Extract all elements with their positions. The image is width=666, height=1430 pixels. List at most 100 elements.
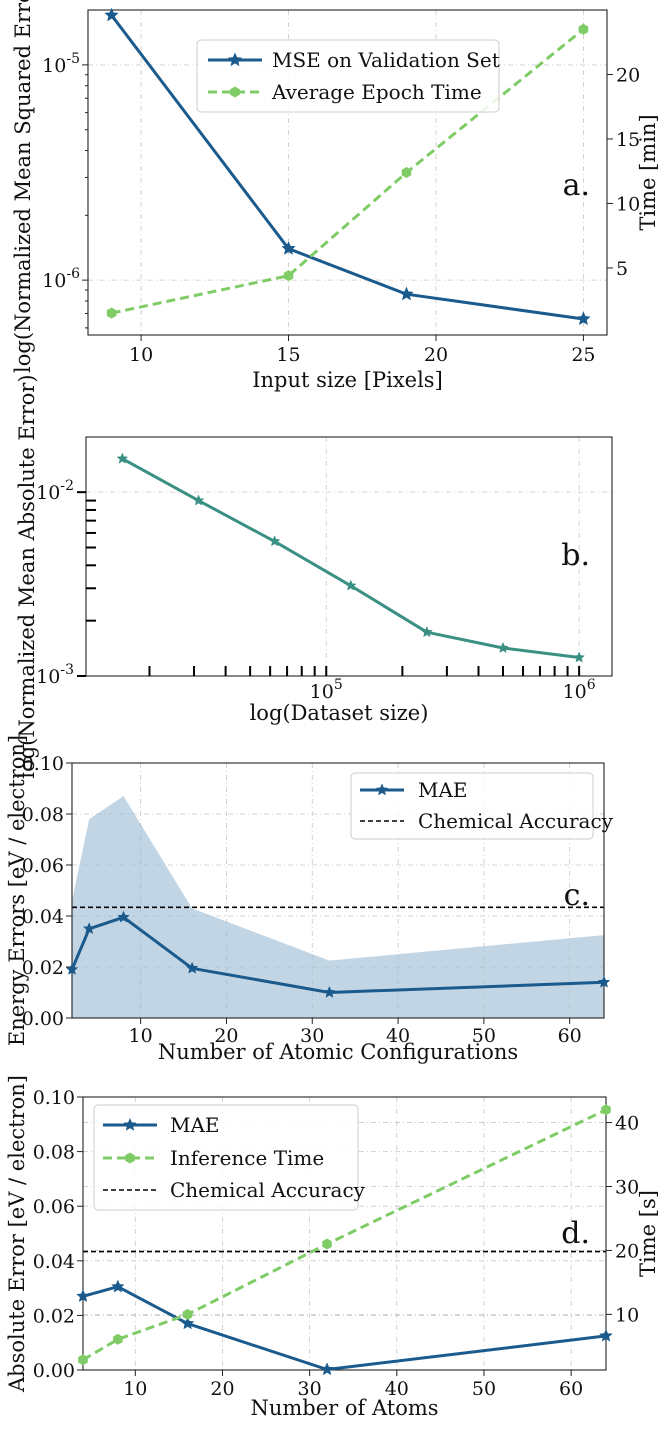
legend-marker-inference-time bbox=[125, 1152, 135, 1164]
legend: MSE on Validation Set Average Epoch Time bbox=[196, 39, 500, 113]
data-point bbox=[344, 579, 357, 591]
y-tick-label: 0.00 bbox=[33, 1360, 75, 1382]
y2-tick-label: 40 bbox=[615, 1113, 639, 1135]
legend-marker-epoch-time bbox=[230, 86, 240, 98]
data-point bbox=[401, 167, 412, 178]
data-point bbox=[113, 1333, 123, 1345]
legend-marker-mse bbox=[227, 52, 243, 67]
x-tick-label: 30 bbox=[298, 1378, 322, 1400]
chart-panel-b: 105 106 10-3 10-2 b. log(Dataset size) log(Nor… bbox=[15, 374, 613, 779]
x-tick-label: 40 bbox=[386, 1025, 410, 1047]
y2-tick-label: 10 bbox=[616, 193, 640, 215]
y2-axis-label: Time [min] bbox=[636, 114, 660, 230]
y-tick-label: 0.10 bbox=[22, 753, 64, 775]
x-tick-label: 20 bbox=[424, 344, 448, 366]
data-point bbox=[180, 1316, 195, 1330]
y2-tick-label: 5 bbox=[616, 258, 628, 280]
x-tick-label: 50 bbox=[472, 1378, 496, 1400]
y2-tick-label: 20 bbox=[616, 64, 640, 86]
legend-box bbox=[350, 772, 594, 840]
x-tick-label: 20 bbox=[210, 1378, 234, 1400]
y2-tick-label: 10 bbox=[615, 1304, 639, 1326]
y-tick-label: 0.10 bbox=[33, 1087, 75, 1109]
data-point bbox=[323, 985, 336, 998]
panel-label: b. bbox=[561, 538, 590, 573]
data-point bbox=[322, 1238, 332, 1250]
legend-label-chemical-accuracy: Chemical Accuracy bbox=[170, 1178, 366, 1202]
data-point bbox=[601, 1104, 611, 1116]
legend-label-chemical-accuracy: Chemical Accuracy bbox=[418, 809, 614, 833]
x-tick-label: 10 bbox=[129, 1025, 153, 1047]
series-line-mse bbox=[110, 14, 584, 321]
chart-panel-c: 10 20 30 40 50 60 0.00 0.02 0.04 0.06 0.08 0.10 MAE C… bbox=[5, 735, 614, 1064]
x-tick-label: 105 bbox=[310, 677, 343, 703]
legend-label-mse: MSE on Validation Set bbox=[272, 48, 500, 72]
y-axis-label: log(Normalized Mean Absolute Error) bbox=[15, 374, 39, 778]
data-point bbox=[268, 535, 281, 547]
plot-frame bbox=[82, 1096, 607, 1371]
y-axis-label: Energy Errors [eV / electron] bbox=[5, 735, 29, 1046]
data-point bbox=[76, 1289, 90, 1303]
x-tick-label: 106 bbox=[563, 677, 596, 703]
panel-label: a. bbox=[563, 168, 590, 203]
plot-frame bbox=[85, 436, 613, 677]
data-point bbox=[185, 961, 199, 974]
data-point bbox=[320, 1362, 334, 1376]
x-tick-label: 25 bbox=[571, 344, 595, 366]
x-axis-label: Number of Atomic Configurations bbox=[158, 1040, 518, 1064]
x-tick-label: 10 bbox=[123, 1378, 147, 1400]
series-line-mae bbox=[70, 915, 605, 994]
legend-marker-mae bbox=[375, 783, 389, 796]
x-tick-label: 30 bbox=[300, 1025, 324, 1047]
plot-frame bbox=[87, 9, 608, 336]
x-tick-label: 20 bbox=[214, 1025, 238, 1047]
y2-tick-label: 15 bbox=[616, 129, 640, 151]
data-point bbox=[281, 241, 296, 255]
x-axis-label: Input size [Pixels] bbox=[252, 368, 443, 392]
legend-label-inference-time: Inference Time bbox=[170, 1146, 324, 1170]
data-point bbox=[106, 307, 117, 319]
y-tick-label: 0.08 bbox=[22, 804, 64, 826]
data-point bbox=[116, 452, 129, 464]
y-tick-label: 0.00 bbox=[22, 1008, 64, 1030]
data-point bbox=[78, 1354, 88, 1366]
y-tick-label: 10-2 bbox=[36, 478, 74, 504]
data-point bbox=[192, 494, 205, 506]
x-tick-label: 60 bbox=[558, 1025, 582, 1047]
data-point bbox=[497, 641, 509, 654]
panel-label: c. bbox=[564, 878, 590, 913]
data-point bbox=[65, 962, 79, 975]
data-point bbox=[420, 626, 433, 638]
x-tick-label: 40 bbox=[385, 1378, 409, 1400]
series-line-mae bbox=[121, 457, 580, 659]
y-tick-label: 10-6 bbox=[42, 266, 80, 292]
x-tick-label: 15 bbox=[276, 344, 300, 366]
data-point bbox=[117, 910, 130, 923]
data-point bbox=[578, 23, 589, 35]
data-point bbox=[597, 975, 611, 988]
y-tick-label: 0.02 bbox=[22, 957, 64, 979]
y-tick-label: 0.06 bbox=[33, 1196, 75, 1218]
y-axis-label: log(Normalized Mean Squared Error) bbox=[11, 0, 35, 373]
y-tick-label: 0.08 bbox=[33, 1142, 75, 1164]
y2-tick-label: 30 bbox=[615, 1177, 639, 1199]
y2-tick-label: 20 bbox=[615, 1240, 639, 1262]
x-axis-label: Number of Atoms bbox=[250, 1396, 438, 1420]
error-band bbox=[72, 796, 604, 1018]
legend-marker-mae bbox=[123, 1117, 137, 1131]
x-tick-label: 10 bbox=[129, 344, 153, 366]
y-tick-label: 0.02 bbox=[33, 1305, 75, 1327]
legend-label-epoch-time: Average Epoch Time bbox=[271, 80, 482, 104]
y-axis-label: Absolute Error [eV / electron] bbox=[5, 1075, 29, 1393]
chart-panel-a: 10 15 20 25 10-6 10-5 5 10 15 20 MSE on Validation… bbox=[11, 0, 660, 392]
data-point bbox=[104, 7, 119, 22]
legend-box bbox=[196, 39, 500, 113]
y2-axis-label: Time [s] bbox=[636, 1190, 660, 1277]
chart-panel-d: 10 20 30 40 50 60 0.00 0.02 0.04 0.06 0.08 0.10 10 20… bbox=[5, 1075, 660, 1420]
x-tick-label: 50 bbox=[472, 1025, 496, 1047]
data-point bbox=[399, 286, 414, 301]
y-tick-label: 10-3 bbox=[36, 662, 74, 688]
data-point bbox=[111, 1279, 125, 1293]
plot-frame bbox=[71, 762, 605, 1019]
y-tick-label: 0.04 bbox=[22, 906, 64, 928]
